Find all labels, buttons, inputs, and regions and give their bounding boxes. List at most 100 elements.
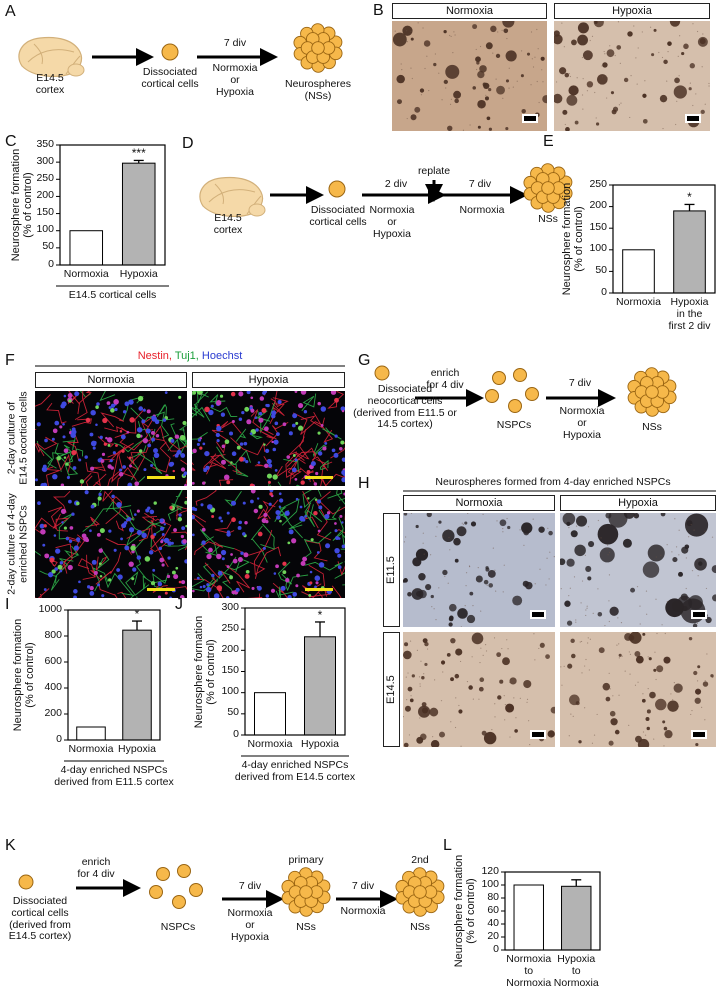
brain-fold: [208, 183, 262, 215]
sphere: [415, 548, 429, 561]
sphere: [688, 87, 692, 91]
y-tick-label: 300: [36, 154, 54, 167]
nucleus: [310, 538, 314, 542]
neurite: [152, 441, 171, 473]
sphere: [414, 106, 421, 113]
debris: [586, 90, 589, 92]
debris: [675, 123, 677, 126]
nucleus: [235, 587, 240, 592]
debris: [602, 24, 604, 26]
debris: [616, 644, 618, 646]
neurite: [104, 572, 134, 597]
debris: [629, 673, 631, 675]
debris: [489, 584, 491, 586]
nucleus: [172, 469, 175, 473]
nucleus: [294, 458, 298, 462]
sphere: [526, 52, 531, 56]
sphere: [576, 515, 588, 527]
nucleus: [122, 465, 127, 469]
debris: [494, 569, 496, 571]
nucleus: [316, 499, 322, 504]
sphere: [438, 520, 442, 524]
neurite: [82, 554, 97, 580]
neurite: [249, 547, 266, 575]
debris: [617, 21, 620, 23]
debris: [614, 54, 616, 57]
nucleus: [255, 428, 259, 432]
sphere: [648, 657, 652, 661]
nucleus: [221, 444, 226, 449]
debris: [608, 551, 611, 554]
sphere: [419, 88, 425, 93]
debris: [654, 651, 656, 653]
debris: [670, 693, 672, 695]
nucleus: [96, 402, 100, 406]
nucleus: [49, 557, 55, 563]
sphere: [472, 24, 478, 30]
cell: [485, 389, 499, 403]
neurite: [35, 394, 51, 407]
debris: [406, 117, 408, 120]
nucleus: [184, 500, 187, 505]
nucleus: [245, 459, 249, 464]
nucleus: [240, 551, 244, 555]
nucleus: [182, 539, 187, 544]
debris: [496, 520, 498, 522]
panel-label: A: [5, 3, 16, 20]
debris: [410, 67, 412, 69]
panel-label: J: [175, 596, 183, 613]
debris: [658, 51, 660, 54]
debris: [504, 719, 506, 721]
nucleus: [223, 474, 230, 481]
nucleus: [51, 437, 55, 441]
sphere: [681, 51, 685, 56]
debris: [523, 544, 525, 546]
bar: [622, 249, 655, 294]
neurite: [318, 491, 345, 520]
sphere: [418, 573, 426, 581]
debris: [607, 554, 609, 556]
micrograph: [403, 632, 555, 747]
nucleus: [169, 596, 172, 598]
nucleus: [152, 568, 156, 572]
sphere: [477, 125, 481, 129]
label: 7 div: [238, 880, 262, 892]
neurite: [121, 592, 138, 598]
nucleus: [178, 513, 182, 517]
debris: [685, 587, 687, 590]
sphere: [424, 662, 428, 667]
debris: [486, 584, 488, 586]
debris: [462, 129, 465, 131]
sphere: [564, 72, 570, 78]
nucleus: [324, 513, 330, 520]
debris: [448, 536, 450, 539]
sphere: [475, 575, 483, 583]
sphere: [446, 652, 451, 657]
nucleus: [180, 435, 186, 441]
nucleus: [208, 547, 213, 553]
neurite: [214, 517, 235, 534]
sphere: [642, 561, 660, 578]
debris: [412, 119, 414, 121]
nucleus: [292, 413, 298, 419]
y-axis-label: Neurosphere formation: [452, 854, 465, 968]
nucleus: [341, 409, 345, 413]
neurite: [254, 456, 273, 469]
panel-label: K: [5, 837, 16, 854]
y-tick-label: 0: [233, 727, 239, 740]
sphere: [488, 127, 493, 131]
cell: [189, 883, 203, 897]
nucleus: [288, 431, 293, 436]
debris: [477, 567, 479, 569]
nucleus: [282, 422, 287, 427]
micrograph-bg: [560, 632, 716, 747]
sphere: [433, 62, 437, 67]
nucleus: [278, 492, 282, 496]
title: Neurospheres formed from 4-day enriched …: [435, 476, 671, 488]
micrograph: [403, 513, 555, 627]
nucleus: [89, 432, 94, 437]
nucleus: [265, 594, 270, 598]
neurite: [85, 516, 101, 528]
sphere: [424, 641, 429, 647]
y-tick-label: 0: [48, 257, 54, 270]
